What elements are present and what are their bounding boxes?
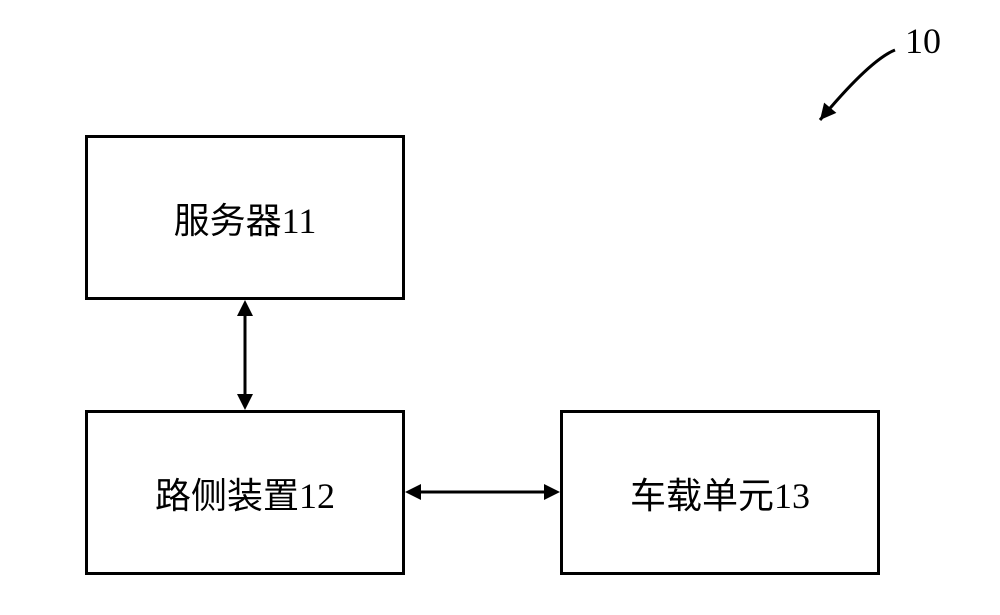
edge-roadside-obu-head-right bbox=[544, 484, 560, 500]
edge-roadside-obu-head-left bbox=[405, 484, 421, 500]
diagram-canvas: 10 服务器11 路侧装置12 车载单元13 bbox=[0, 0, 1000, 615]
edge-roadside-obu bbox=[0, 0, 1000, 615]
